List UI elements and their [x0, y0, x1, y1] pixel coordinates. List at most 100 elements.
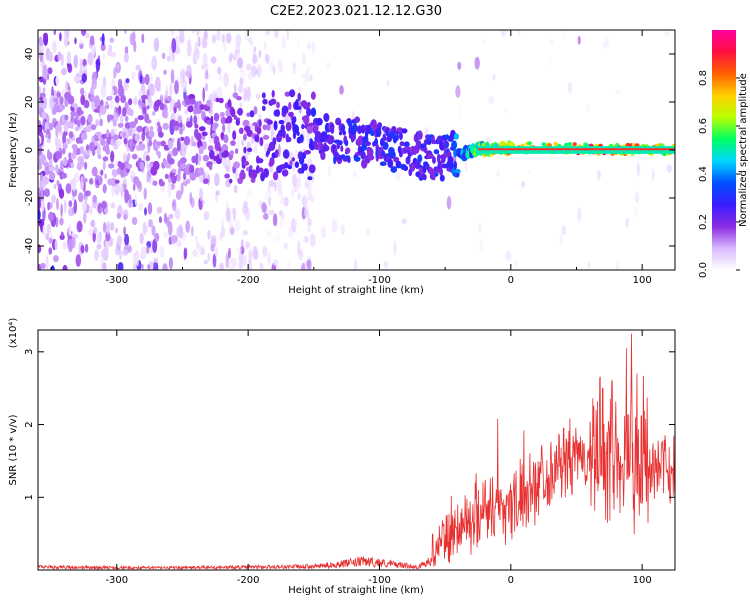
spectrogram-noise-blob — [275, 31, 279, 39]
spectrogram-noise-blob — [125, 78, 130, 84]
spectrogram-noise-blob — [310, 174, 315, 183]
spectrogram-ridge-blob — [328, 135, 335, 145]
spectrogram-noise-blob — [129, 32, 136, 46]
spectrogram-noise-blob — [144, 73, 150, 86]
spectrogram-noise-blob — [321, 226, 326, 239]
spectrogram-noise-blob — [464, 161, 468, 173]
colorbar-tick-label: 0.4 — [698, 166, 709, 182]
spectrogram-noise-blob — [633, 206, 639, 219]
spectrogram-noise-blob — [254, 248, 259, 260]
spectrogram-noise-blob — [39, 45, 45, 53]
spectrogram-noise-blob — [122, 249, 129, 256]
spectrogram-noise-blob — [116, 140, 122, 146]
spectrogram-ridge-blob — [308, 122, 314, 127]
x-tick-label: -200 — [237, 575, 260, 586]
spectrogram-noise-blob — [199, 187, 204, 202]
spectrogram-ridge-blob — [266, 119, 273, 125]
spectrogram-noise-blob — [561, 225, 567, 236]
spectrogram-ridge-blob — [142, 106, 147, 115]
spectrogram-ridge-blob — [75, 147, 81, 156]
spectrogram-ridge-blob — [191, 155, 197, 164]
spectrogram-noise-blob — [216, 86, 223, 100]
spectrogram-ridge-blob — [120, 95, 126, 103]
spectrogram-ridge-blob — [381, 150, 386, 156]
spectrogram-noise-blob — [207, 252, 211, 262]
spectrogram-ridge-blob — [302, 163, 308, 171]
spectrogram-noise-blob — [303, 235, 309, 244]
spectrogram-noise-blob — [222, 154, 227, 168]
spectrogram-ridge-blob — [112, 119, 117, 127]
spectrogram-noise-blob — [89, 35, 95, 46]
spectrogram-noise-blob — [88, 228, 94, 237]
spectrogram-ridge-blob — [403, 165, 409, 172]
spectrogram-noise-blob — [80, 244, 85, 254]
spectrogram-ridge-blob — [422, 164, 427, 174]
spectrogram-ridge-blob — [80, 115, 86, 126]
spectrogram-noise-blob — [492, 74, 496, 82]
spectrogram-noise-blob — [140, 246, 147, 260]
spectrogram-ridge-blob — [379, 161, 387, 166]
spectrogram-ridge-blob — [110, 177, 118, 187]
spectrogram-ridge-blob — [310, 107, 317, 117]
spectrogram-noise-blob — [162, 263, 168, 270]
spectrogram-ridge-blob — [230, 140, 236, 146]
spectrogram-ridge-blob — [261, 105, 266, 112]
spectrogram-ridge-blob — [453, 160, 457, 170]
spectrogram-ridge-blob — [272, 171, 279, 181]
spectrogram-ridge-blob — [139, 161, 145, 170]
spectrogram-ridge-blob — [257, 158, 264, 164]
spectrogram-ridge-blob — [218, 146, 222, 152]
spectrogram-noise-blob — [202, 171, 206, 180]
spectrogram-noise-blob — [517, 30, 521, 36]
spectrogram-noise-blob — [241, 139, 245, 147]
x-tick-label: 0 — [508, 275, 514, 286]
spectrogram-ridge-blob — [335, 117, 342, 126]
spectrogram-noise-blob — [116, 63, 120, 70]
spectrogram-ridge-blob — [377, 122, 383, 129]
spectrogram-ridge-blob — [273, 120, 278, 131]
spectrogram-ridge-blob — [296, 131, 300, 136]
spectrogram-noise-blob — [60, 231, 64, 238]
spectrogram-ridge-blob — [208, 164, 213, 171]
spectrogram-noise-blob — [68, 200, 73, 208]
spectrogram-noise-blob — [120, 112, 124, 127]
spectrogram-ridge-blob — [387, 158, 394, 168]
spectrogram-ridge-blob — [152, 111, 156, 116]
spectrogram-ridge-blob — [289, 89, 296, 98]
spectrogram-ridge-blob — [436, 153, 441, 164]
spectrogram-noise-blob — [252, 146, 258, 154]
spectrogram-noise-blob — [129, 194, 132, 208]
spectrogram-ridge-blob — [43, 161, 49, 167]
spectrogram-noise-blob — [272, 213, 278, 226]
spectrogram-noise-blob — [229, 221, 232, 228]
spectrogram-ridge-blob — [353, 156, 361, 162]
spectrogram-noise-blob — [38, 218, 43, 227]
spectrogram-noise-blob — [63, 241, 67, 250]
spectrogram-ridge-blob — [63, 156, 68, 167]
spectrogram-ridge-blob — [320, 151, 326, 160]
spectrogram-ridge-blob — [306, 124, 314, 134]
spectrogram-noise-blob — [195, 153, 199, 166]
spectrogram-noise-blob — [216, 30, 221, 41]
spectrogram-ridge-blob — [242, 119, 250, 127]
spectrogram-noise-blob — [131, 216, 138, 226]
spectrogram-ridge-blob — [199, 104, 206, 110]
spectrogram-ridge-blob — [47, 151, 53, 161]
spectrogram-noise-blob — [559, 233, 563, 247]
spectrogram-noise-blob — [294, 218, 298, 229]
spectrogram-ridge-blob — [320, 131, 328, 141]
spectrogram-ridge-blob — [90, 95, 95, 103]
spectrogram-noise-blob — [161, 52, 166, 60]
spectrogram-noise-blob — [263, 41, 267, 51]
spectrogram-ridge-blob — [235, 119, 240, 126]
spectrogram-noise-blob — [76, 119, 81, 128]
spectrogram-ridge-blob — [330, 126, 335, 134]
spectrogram-noise-blob — [116, 235, 123, 246]
spectrogram-ridge-blob — [177, 115, 182, 124]
spectrogram-noise-blob — [278, 143, 281, 157]
spectrogram-noise-blob — [521, 180, 525, 188]
snr-y-axis-label: SNR (10 * v/v) — [8, 414, 19, 485]
spectrogram-ridge-blob — [423, 147, 428, 154]
spectrogram-ridge-blob — [218, 97, 224, 104]
spectrogram-noise-blob — [81, 201, 87, 212]
